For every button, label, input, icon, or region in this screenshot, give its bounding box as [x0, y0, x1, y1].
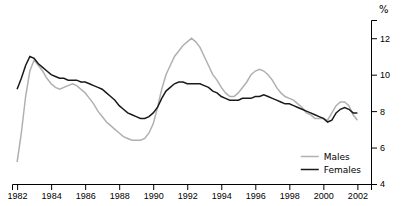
x-tick: 1988 — [110, 184, 130, 201]
y-axis-line — [372, 21, 378, 185]
y-tick: 8 — [371, 106, 385, 116]
legend-label: Males — [324, 152, 350, 162]
legend-item: Females — [301, 165, 362, 175]
x-tick-label: 2002 — [348, 191, 368, 201]
legend-item: Males — [301, 152, 350, 162]
x-tick: 2000 — [314, 184, 334, 201]
x-tick: 1982 — [8, 184, 28, 201]
x-tick-mark — [323, 184, 324, 190]
x-tick-label: 1986 — [76, 191, 96, 201]
legend-swatch — [301, 156, 319, 158]
x-tick-label: 1982 — [8, 191, 28, 201]
x-tick-mark — [289, 184, 290, 190]
x-tick: 1998 — [280, 184, 300, 201]
x-tick-mark — [17, 184, 18, 190]
y-tick: 4 — [371, 179, 385, 189]
plot: 1982 1984 1986 1988 1990 1992 1994 1996 1998 2000… — [8, 21, 390, 202]
legend-label: Females — [324, 165, 362, 175]
x-tick: 1996 — [246, 184, 266, 201]
y-tick-mark — [371, 148, 377, 149]
x-axis: 1982 1984 1986 1988 1990 1992 1994 1996 1998 2000… — [8, 184, 372, 201]
x-tick: 1990 — [144, 184, 164, 201]
x-tick-label: 1992 — [178, 191, 198, 201]
y-tick-label: 6 — [380, 143, 385, 153]
y-tick-label: 12 — [380, 34, 390, 44]
y-tick-mark — [371, 38, 377, 39]
x-tick-mark — [85, 184, 86, 190]
x-tick-label: 1998 — [280, 191, 300, 201]
y-tick: 10 — [371, 70, 390, 80]
x-tick: 1986 — [76, 184, 96, 201]
legend: Males Females — [297, 146, 365, 180]
y-tick-label: 8 — [380, 106, 385, 116]
x-tick-mark — [221, 184, 222, 190]
y-tick-mark — [371, 75, 377, 76]
x-tick: 1994 — [212, 184, 232, 201]
x-tick-label: 1994 — [212, 191, 232, 201]
y-axis-title: % — [379, 4, 389, 15]
x-tick: 1984 — [42, 184, 62, 201]
legend-background — [297, 146, 365, 180]
x-tick-mark — [51, 184, 52, 190]
y-tick-mark — [371, 184, 377, 185]
x-tick-mark — [255, 184, 256, 190]
x-tick-label: 2000 — [314, 191, 334, 201]
x-tick-label: 1996 — [246, 191, 266, 201]
y-tick-label: 10 — [380, 70, 390, 80]
x-axis-line — [13, 185, 372, 191]
x-tick-mark — [187, 184, 188, 190]
x-tick-mark — [357, 184, 358, 190]
y-tick-label: 4 — [380, 179, 385, 189]
x-tick-label: 1988 — [110, 191, 130, 201]
x-tick-mark — [153, 184, 154, 190]
legend-swatch — [301, 169, 319, 171]
y-axis: 4 6 8 10 12 — [371, 21, 390, 190]
x-tick-mark — [119, 184, 120, 190]
x-tick-label: 1990 — [144, 191, 164, 201]
chart: 1982 1984 1986 1988 1990 1992 1994 1996 1998 2000… — [0, 0, 401, 206]
x-tick: 2002 — [348, 184, 368, 201]
x-tick: 1992 — [178, 184, 198, 201]
series-line — [17, 56, 357, 122]
lines — [17, 38, 357, 162]
y-tick-mark — [371, 111, 377, 112]
x-tick-label: 1984 — [42, 191, 62, 201]
y-tick: 12 — [371, 34, 390, 44]
y-tick: 6 — [371, 143, 385, 153]
series-line — [17, 38, 357, 162]
